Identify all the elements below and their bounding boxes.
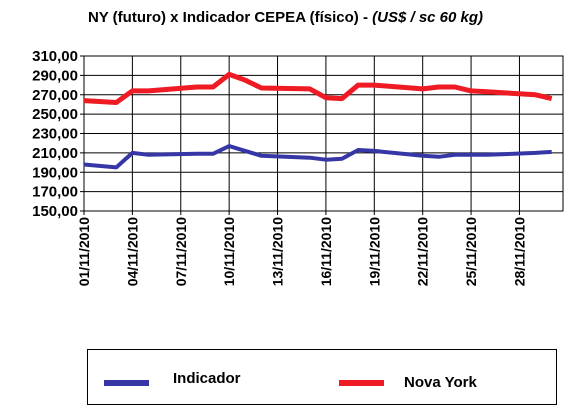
y-tick-label: 190,00 [32, 164, 78, 181]
chart-title: NY (futuro) x Indicador CEPEA (físico) -… [0, 9, 571, 26]
axis-layer [80, 55, 564, 215]
x-tick-label: 19/11/2010 [366, 217, 382, 287]
line-chart: 310,00 290,00 270,00 250,00 230,00 210,00 190,… [32, 48, 564, 286]
x-tick-label: 07/11/2010 [173, 217, 189, 287]
series-layer [83, 71, 553, 170]
series-line-indicador [83, 144, 552, 170]
x-tick-label: 01/11/2010 [76, 217, 92, 287]
x-tick-label: 22/11/2010 [415, 217, 431, 287]
x-tick-label: 10/11/2010 [221, 217, 237, 287]
series-line-nova-york [83, 71, 553, 105]
y-tick-label: 310,00 [32, 48, 78, 65]
y-tick-label: 150,00 [32, 203, 78, 220]
tick-label-layer: 310,00 290,00 270,00 250,00 230,00 210,00 190,… [32, 48, 527, 286]
x-tick-label: 28/11/2010 [511, 217, 527, 287]
y-tick-label: 290,00 [32, 67, 78, 84]
legend-swatch-nova-york [339, 380, 384, 386]
chart-title-unit: (US$ / sc 60 kg) [372, 9, 484, 26]
y-tick-label: 170,00 [32, 184, 78, 201]
y-tick-label: 270,00 [32, 87, 78, 104]
x-tick-label: 04/11/2010 [124, 217, 140, 287]
x-tick-label: 13/11/2010 [270, 217, 286, 287]
legend: Indicador Nova York [87, 349, 557, 405]
y-tick-label: 230,00 [32, 126, 78, 143]
y-tick-label: 250,00 [32, 106, 78, 123]
y-tick-label: 210,00 [32, 145, 78, 162]
x-tick-label: 25/11/2010 [463, 217, 479, 287]
chart-title-text: NY (futuro) x Indicador CEPEA (físico) - [87, 9, 368, 26]
legend-label-indicador: Indicador [173, 370, 241, 387]
legend-swatch-indicador [104, 380, 149, 386]
x-tick-label: 16/11/2010 [318, 217, 334, 287]
grid-layer [83, 55, 563, 212]
legend-label-nova-york: Nova York [404, 374, 477, 391]
